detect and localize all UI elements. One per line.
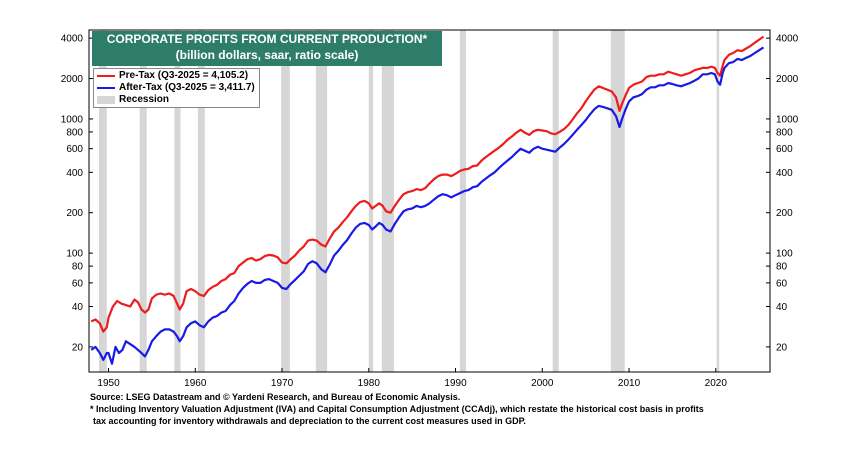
recession-swatch: [97, 96, 115, 104]
legend-pretax-label: Pre-Tax: [119, 70, 155, 81]
legend-aftertax-label: After-Tax: [119, 82, 163, 93]
y-tick-label-left: 100: [66, 249, 83, 260]
legend-item-pretax: Pre-Tax (Q3-2025 = 4,105.2): [97, 70, 255, 82]
y-tick-label-left: 20: [72, 342, 84, 353]
series-line-after-tax: [90, 46, 765, 365]
recession-band-7: [381, 30, 394, 372]
chart-title-box: CORPORATE PROFITS FROM CURRENT PRODUCTIO…: [92, 31, 442, 66]
y-tick-label-right: 600: [776, 144, 793, 155]
y-tick-label-right: 2000: [776, 74, 799, 85]
series-lines: [90, 35, 765, 365]
y-tick-label-left: 40: [72, 302, 84, 313]
y-tick-label-right: 1000: [776, 114, 799, 125]
y-tick-label-right: 40: [776, 302, 788, 313]
y-tick-label-left: 4000: [61, 34, 84, 45]
recession-band-8: [459, 30, 466, 372]
y-tick-label-right: 400: [776, 168, 793, 179]
aftertax-swatch: [97, 87, 115, 89]
y-tick-label-right: 20: [776, 342, 788, 353]
recession-band-1: [139, 30, 147, 372]
y-tick-label-left: 400: [66, 168, 83, 179]
chart-title: CORPORATE PROFITS FROM CURRENT PRODUCTIO…: [106, 32, 428, 46]
source-note: Source: LSEG Datastream and © Yardeni Re…: [90, 392, 461, 402]
recession-band-6: [368, 30, 374, 372]
y-tick-label-right: 4000: [776, 34, 799, 45]
y-tick-label-left: 800: [66, 127, 83, 138]
legend-pretax-value: (Q3-2025 = 4,105.2): [157, 70, 249, 81]
y-tick-label-left: 2000: [61, 74, 84, 85]
legend-item-recession: Recession: [97, 94, 255, 106]
y-tick-label-left: 80: [72, 262, 84, 273]
recession-band-0: [98, 30, 107, 372]
plot-frame: [88, 29, 771, 373]
y-tick-label-right: 100: [776, 249, 793, 260]
x-tick-label: 1970: [271, 378, 294, 389]
x-tick-label: 1950: [97, 378, 120, 389]
footer: Source: LSEG Datastream and © Yardeni Re…: [90, 391, 830, 427]
footnote-line-1: * Including Inventory Valuation Adjustme…: [90, 404, 704, 414]
y-tick-label-left: 60: [72, 278, 84, 289]
legend-recession-label: Recession: [119, 94, 170, 105]
x-tick-label: 1960: [184, 378, 207, 389]
pretax-swatch: [97, 75, 115, 77]
recession-band-11: [716, 30, 720, 372]
y-tick-label-right: 800: [776, 127, 793, 138]
recession-band-4: [281, 30, 290, 372]
chart-subtitle: (billion dollars, saar, ratio scale): [175, 48, 359, 62]
recession-band-10: [610, 30, 625, 372]
y-tick-label-left: 1000: [61, 114, 84, 125]
recession-band-3: [197, 30, 205, 372]
footnote-line-2: tax accounting for inventory withdrawals…: [93, 416, 526, 426]
x-tick-label: 1980: [358, 378, 381, 389]
y-tick-label-right: 60: [776, 278, 788, 289]
y-tick-label-left: 600: [66, 144, 83, 155]
series-line-pre-tax: [90, 35, 765, 333]
y-tick-label-right: 200: [776, 208, 793, 219]
y-tick-label-right: 80: [776, 262, 788, 273]
x-tick-label: 2020: [705, 378, 728, 389]
legend: Pre-Tax (Q3-2025 = 4,105.2) After-Tax (Q…: [93, 68, 260, 108]
legend-aftertax-value: (Q3-2025 = 3,411.7): [164, 82, 255, 93]
x-tick-label: 2010: [618, 378, 641, 389]
recession-band-9: [552, 30, 559, 372]
y-tick-label-left: 200: [66, 208, 83, 219]
legend-item-aftertax: After-Tax (Q3-2025 = 3,411.7): [97, 82, 255, 94]
x-tick-label: 1990: [444, 378, 467, 389]
recession-band-2: [174, 30, 181, 372]
recession-band-5: [315, 30, 328, 372]
x-tick-label: 2000: [531, 378, 554, 389]
